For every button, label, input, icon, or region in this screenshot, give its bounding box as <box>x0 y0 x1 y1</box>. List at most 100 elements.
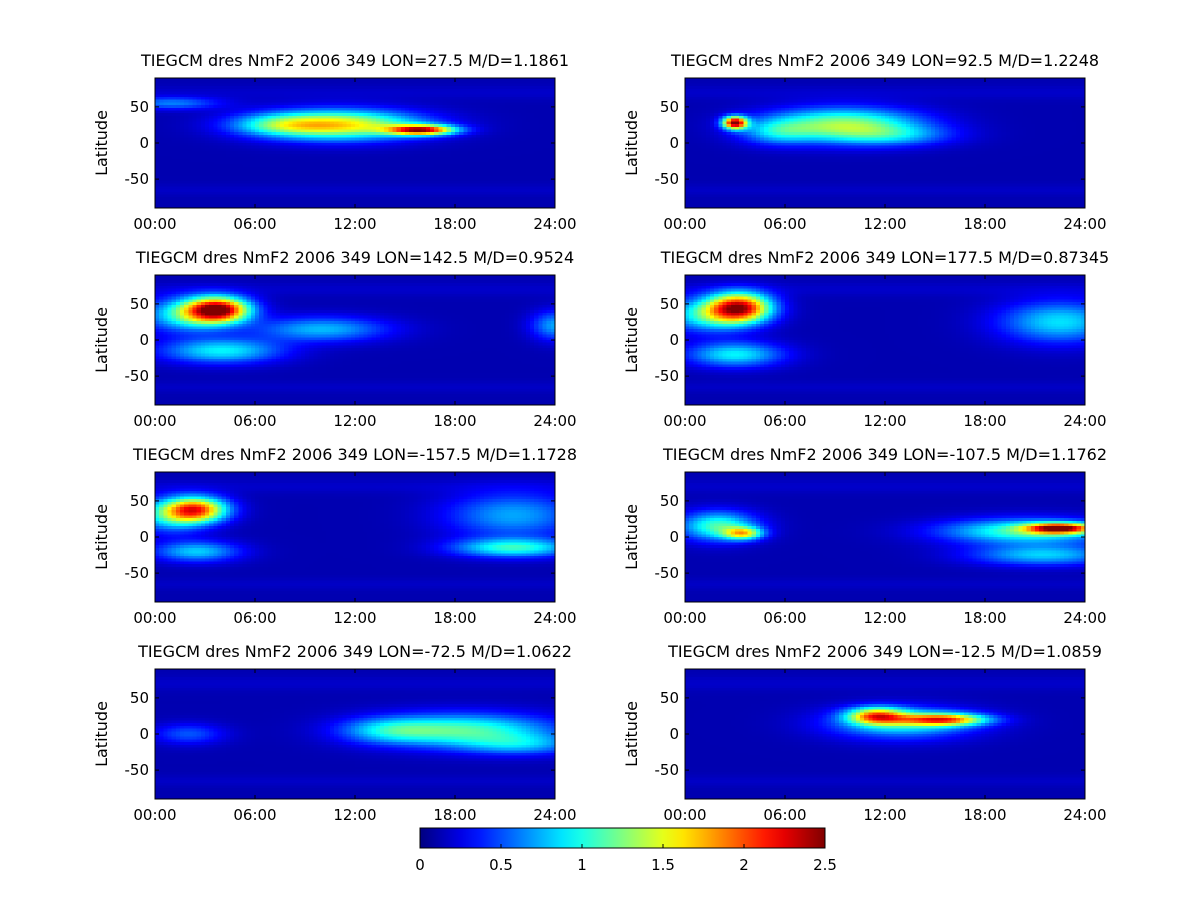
y-tick-label: -50 <box>655 564 680 582</box>
x-tick-label: 24:00 <box>1063 412 1106 430</box>
y-tick-label: 0 <box>669 134 679 152</box>
y-tick-label: -50 <box>655 761 680 779</box>
y-axis-label: Latitude <box>92 110 111 176</box>
panel-title: TIEGCM dres NmF2 2006 349 LON=92.5 M/D=1… <box>670 51 1099 70</box>
x-tick-label: 00:00 <box>133 609 176 627</box>
x-tick-label: 06:00 <box>763 412 806 430</box>
x-tick-label: 12:00 <box>333 806 376 824</box>
y-tick-label: 50 <box>130 98 149 116</box>
x-tick-label: 06:00 <box>763 806 806 824</box>
heatmap-panel-6: TIEGCM dres NmF2 2006 349 LON=-107.5 M/D… <box>622 445 1107 627</box>
x-tick-label: 00:00 <box>133 412 176 430</box>
colorbar-tick-label: 1 <box>577 856 587 874</box>
x-tick-label: 12:00 <box>863 806 906 824</box>
y-tick-label: -50 <box>125 367 150 385</box>
panel-title: TIEGCM dres NmF2 2006 349 LON=27.5 M/D=1… <box>140 51 569 70</box>
heatmap-cells <box>155 78 556 209</box>
x-tick-label: 12:00 <box>333 609 376 627</box>
x-tick-label: 18:00 <box>433 609 476 627</box>
y-tick-label: -50 <box>125 761 150 779</box>
y-tick-label: -50 <box>125 170 150 188</box>
x-tick-label: 12:00 <box>863 215 906 233</box>
y-tick-label: 50 <box>130 295 149 313</box>
y-tick-label: 0 <box>139 725 149 743</box>
y-tick-label: 50 <box>130 689 149 707</box>
heatmap-panel-8: TIEGCM dres NmF2 2006 349 LON=-12.5 M/D=… <box>622 642 1107 824</box>
x-tick-label: 00:00 <box>663 412 706 430</box>
x-tick-label: 24:00 <box>533 609 576 627</box>
y-tick-label: 50 <box>660 492 679 510</box>
y-axis-label: Latitude <box>622 110 641 176</box>
heatmap-cells <box>155 472 556 603</box>
x-tick-label: 18:00 <box>963 806 1006 824</box>
y-tick-label: 50 <box>660 98 679 116</box>
y-tick-label: 50 <box>660 295 679 313</box>
x-tick-label: 00:00 <box>663 215 706 233</box>
x-tick-label: 24:00 <box>1063 806 1106 824</box>
heatmap-panel-2: TIEGCM dres NmF2 2006 349 LON=92.5 M/D=1… <box>622 51 1107 233</box>
colorbar-tick-label: 0.5 <box>489 856 513 874</box>
x-tick-label: 06:00 <box>233 412 276 430</box>
y-tick-label: 0 <box>139 528 149 546</box>
x-tick-label: 24:00 <box>1063 609 1106 627</box>
x-tick-label: 24:00 <box>533 412 576 430</box>
heatmap-cells <box>155 669 556 800</box>
colorbar-tick-label: 0 <box>415 856 425 874</box>
x-tick-label: 06:00 <box>233 806 276 824</box>
x-tick-label: 24:00 <box>1063 215 1106 233</box>
y-tick-label: 0 <box>669 331 679 349</box>
y-tick-label: 0 <box>669 528 679 546</box>
x-tick-label: 18:00 <box>963 412 1006 430</box>
y-axis-label: Latitude <box>92 701 111 767</box>
x-tick-label: 18:00 <box>963 215 1006 233</box>
heatmap-cells <box>685 669 1086 800</box>
x-tick-label: 12:00 <box>863 609 906 627</box>
heatmap-cells <box>685 275 1086 406</box>
x-tick-label: 06:00 <box>233 215 276 233</box>
x-tick-label: 00:00 <box>663 806 706 824</box>
x-tick-label: 00:00 <box>663 609 706 627</box>
y-tick-label: 0 <box>139 134 149 152</box>
x-tick-label: 06:00 <box>233 609 276 627</box>
y-tick-label: 0 <box>669 725 679 743</box>
heatmap-panel-1: TIEGCM dres NmF2 2006 349 LON=27.5 M/D=1… <box>92 51 577 233</box>
heatmap-cells <box>685 472 1086 603</box>
heatmap-cells <box>155 275 556 406</box>
y-tick-label: 50 <box>660 689 679 707</box>
x-tick-label: 12:00 <box>863 412 906 430</box>
x-tick-label: 00:00 <box>133 215 176 233</box>
x-tick-label: 24:00 <box>533 215 576 233</box>
y-tick-label: -50 <box>655 367 680 385</box>
x-tick-label: 06:00 <box>763 609 806 627</box>
colorbar-tick-label: 1.5 <box>651 856 675 874</box>
panel-title: TIEGCM dres NmF2 2006 349 LON=177.5 M/D=… <box>660 248 1109 267</box>
heatmap-panel-7: TIEGCM dres NmF2 2006 349 LON=-72.5 M/D=… <box>92 642 577 824</box>
y-tick-label: 0 <box>139 331 149 349</box>
heatmap-panel-3: TIEGCM dres NmF2 2006 349 LON=142.5 M/D=… <box>92 248 577 430</box>
y-axis-label: Latitude <box>622 701 641 767</box>
panel-title: TIEGCM dres NmF2 2006 349 LON=-72.5 M/D=… <box>137 642 572 661</box>
x-tick-label: 12:00 <box>333 215 376 233</box>
y-tick-label: -50 <box>125 564 150 582</box>
panel-title: TIEGCM dres NmF2 2006 349 LON=-107.5 M/D… <box>662 445 1107 464</box>
colorbar-gradient <box>420 828 825 848</box>
x-tick-label: 12:00 <box>333 412 376 430</box>
x-tick-label: 06:00 <box>763 215 806 233</box>
panel-title: TIEGCM dres NmF2 2006 349 LON=-157.5 M/D… <box>132 445 577 464</box>
x-tick-label: 18:00 <box>963 609 1006 627</box>
y-tick-label: -50 <box>655 170 680 188</box>
y-axis-label: Latitude <box>92 307 111 373</box>
panel-title: TIEGCM dres NmF2 2006 349 LON=-12.5 M/D=… <box>667 642 1102 661</box>
colorbar-tick-label: 2 <box>739 856 749 874</box>
heatmap-panel-5: TIEGCM dres NmF2 2006 349 LON=-157.5 M/D… <box>92 445 577 627</box>
y-tick-label: 50 <box>130 492 149 510</box>
x-tick-label: 18:00 <box>433 806 476 824</box>
x-tick-label: 18:00 <box>433 412 476 430</box>
x-tick-label: 18:00 <box>433 215 476 233</box>
y-axis-label: Latitude <box>622 307 641 373</box>
y-axis-label: Latitude <box>92 504 111 570</box>
y-axis-label: Latitude <box>622 504 641 570</box>
heatmap-panel-4: TIEGCM dres NmF2 2006 349 LON=177.5 M/D=… <box>622 248 1109 430</box>
colorbar: 0 0.5 1 1.5 2 2.5 <box>415 828 837 874</box>
